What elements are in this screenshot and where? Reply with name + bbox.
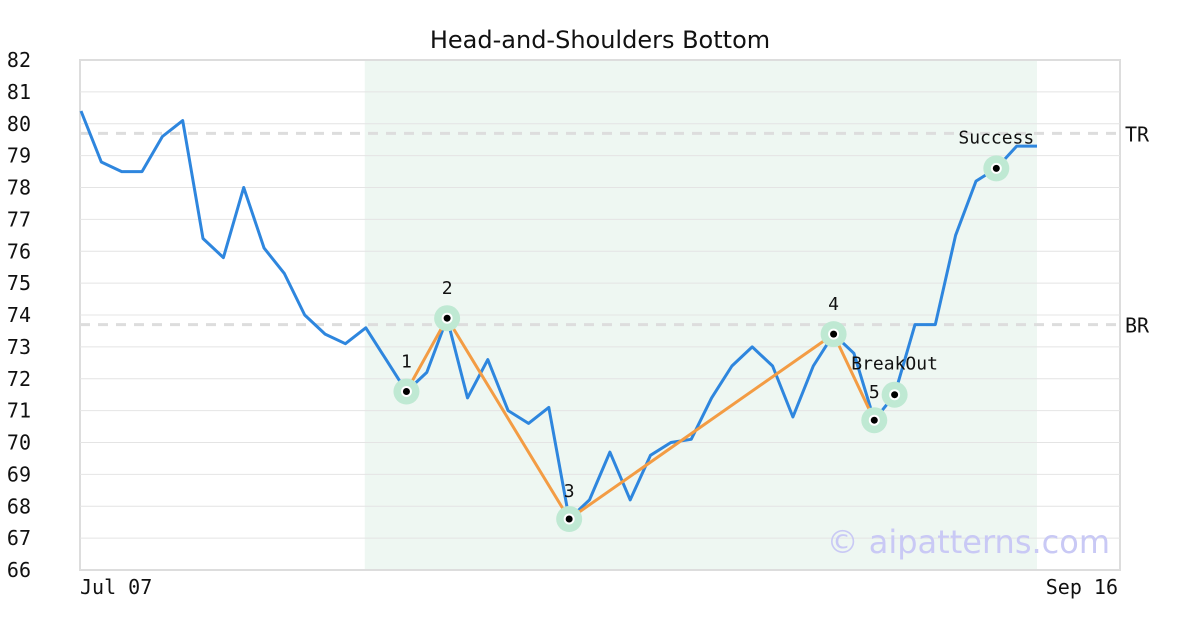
y-tick-label: 80 — [7, 112, 31, 136]
y-tick-label: 73 — [7, 335, 31, 359]
reference-label-br: BR — [1125, 314, 1150, 338]
pattern-point-4 — [830, 330, 838, 338]
watermark: © aipatterns.com — [827, 523, 1110, 561]
y-axis: 66 67 68 69 70 71 72 73 74 75 76 77 78 79 80 81 82 — [7, 48, 31, 582]
pattern-points: 1 2 3 4 5 BreakOut Success — [393, 127, 1034, 532]
pattern-point-3 — [565, 515, 573, 523]
y-tick-label: 70 — [7, 431, 31, 455]
y-tick-label: 74 — [7, 303, 31, 327]
x-tick-label-start: Jul 07 — [80, 575, 152, 599]
y-tick-label: 82 — [7, 48, 31, 72]
x-tick-label-end: Sep 16 — [1046, 575, 1118, 599]
y-tick-label: 68 — [7, 494, 31, 518]
pattern-point-1 — [402, 388, 410, 395]
pattern-point-label-4: 4 — [828, 294, 839, 315]
marker-success — [992, 164, 1000, 172]
pattern-point-label-3: 3 — [564, 481, 575, 502]
y-tick-label: 78 — [7, 176, 31, 200]
y-tick-label: 75 — [7, 271, 31, 295]
pattern-point-2 — [443, 314, 451, 322]
y-tick-label: 72 — [7, 367, 31, 391]
y-tick-label: 66 — [7, 558, 31, 582]
pattern-point-5 — [870, 416, 878, 424]
y-tick-label: 71 — [7, 399, 31, 423]
pattern-point-label-1: 1 — [401, 352, 412, 373]
marker-label-success: Success — [958, 127, 1034, 148]
pattern-point-label-5: 5 — [869, 382, 880, 403]
pattern-point-label-2: 2 — [442, 278, 453, 299]
reference-lines: TR BR — [80, 122, 1150, 338]
reference-label-tr: TR — [1125, 122, 1150, 146]
y-tick-label: 77 — [7, 207, 31, 231]
marker-label-breakout: BreakOut — [851, 354, 938, 375]
y-tick-label: 76 — [7, 239, 31, 263]
y-tick-label: 67 — [7, 526, 31, 550]
y-tick-label: 81 — [7, 80, 31, 104]
y-tick-label: 79 — [7, 144, 31, 168]
chart-title: Head-and-Shoulders Bottom — [430, 26, 770, 54]
x-axis: Jul 07 Sep 16 — [80, 575, 1118, 599]
marker-breakout — [891, 391, 899, 399]
y-tick-label: 69 — [7, 462, 31, 486]
